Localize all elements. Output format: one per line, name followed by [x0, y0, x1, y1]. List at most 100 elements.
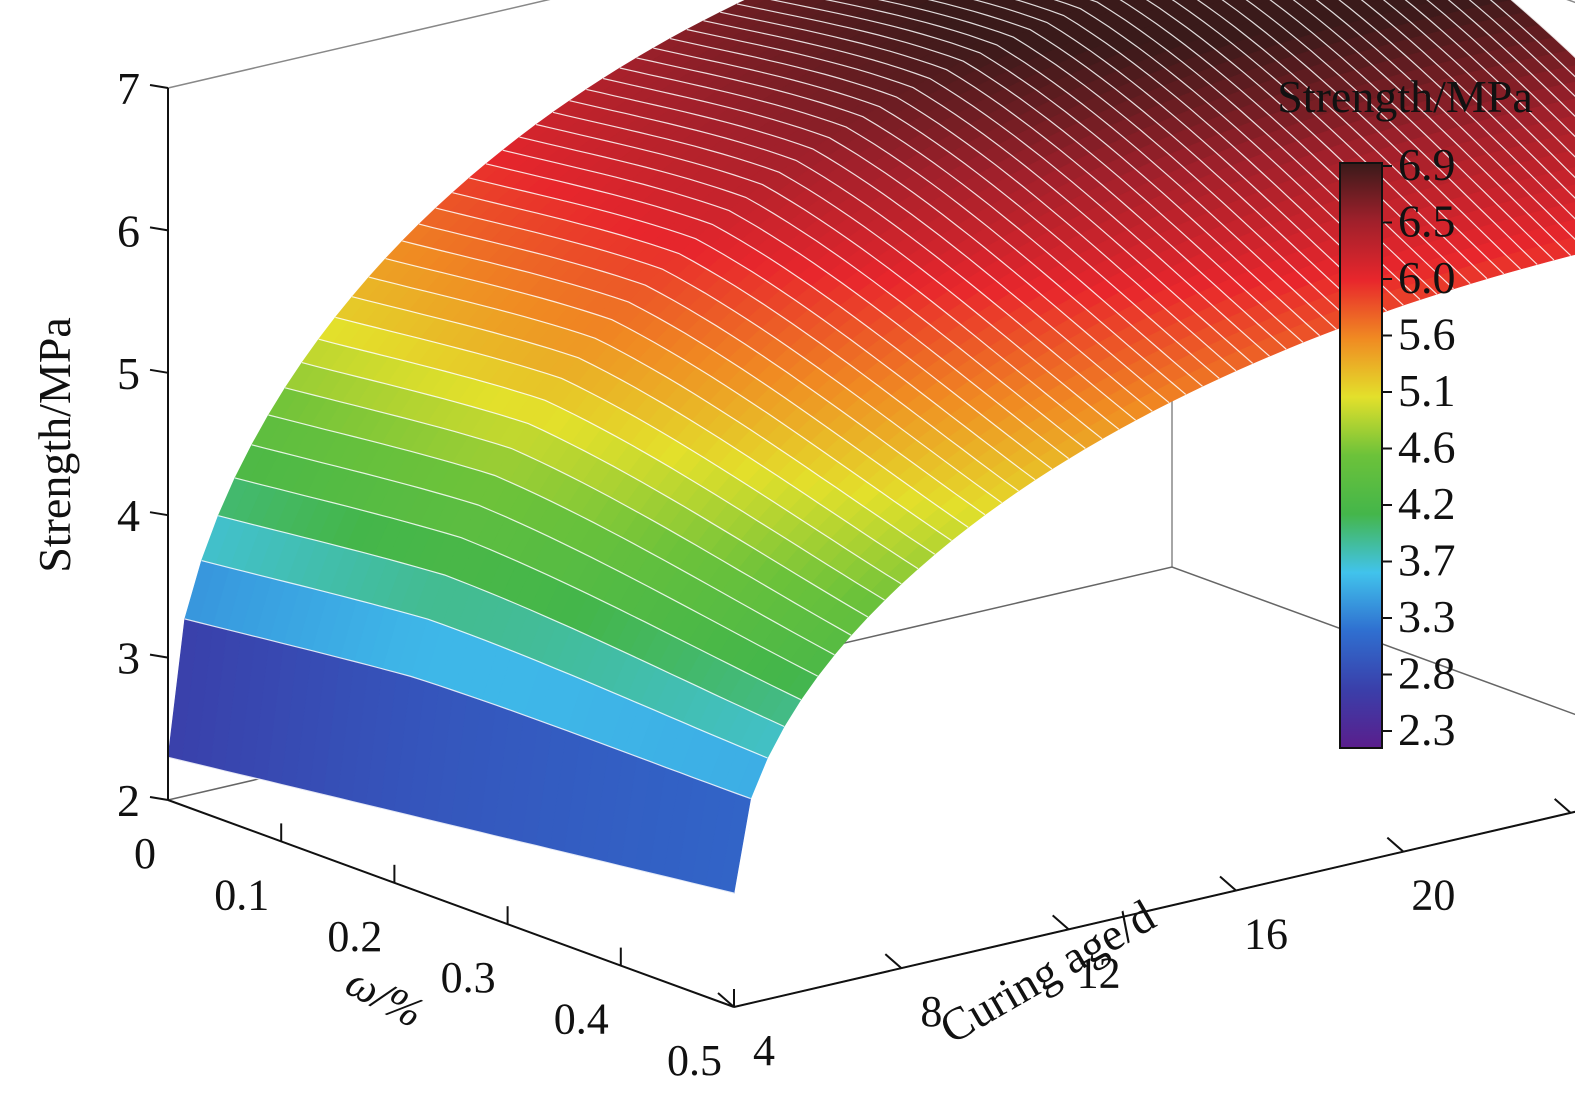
colorbar-title: Strength/MPa [1277, 71, 1533, 122]
x-tick-label: 0.5 [667, 1036, 722, 1085]
y-tick-mark [1219, 875, 1237, 892]
surface-mesh-line [184, 618, 751, 800]
z-tick-label: 2 [117, 775, 140, 826]
surface-mesh-line [284, 387, 852, 636]
colorbar-label: 3.3 [1398, 591, 1456, 642]
y-tick-label: 4 [753, 1026, 775, 1075]
y-axis-ticks: 481216202428 [717, 798, 1572, 1075]
y-tick-mark [1052, 914, 1070, 931]
surface-mesh-line [1196, 0, 1505, 275]
surface-mesh-line [1221, 0, 1521, 270]
x-axis-line [167, 799, 735, 1008]
colorbar-label: 5.6 [1398, 309, 1456, 360]
colorbar-label: 2.8 [1398, 648, 1456, 699]
surface-mesh-line [569, 100, 1136, 421]
z-tick-label: 7 [117, 63, 140, 114]
surface-mesh-line [877, 0, 1354, 324]
surface-mesh-line [1382, 0, 1575, 179]
surface-mesh-line [770, 0, 1321, 337]
y-tick-mark [1554, 798, 1572, 814]
surface-mesh-line [552, 111, 1120, 430]
surface-mesh-line [469, 177, 1036, 481]
surface-mesh-line [502, 149, 1070, 460]
x-tick-label: 0.3 [441, 953, 496, 1002]
surface-mesh-line [167, 756, 735, 894]
surface-mesh-line [201, 560, 768, 759]
surface-mesh-line [720, 11, 1287, 350]
surface-mesh-line [602, 77, 1170, 404]
colorbar-label: 3.7 [1398, 535, 1456, 586]
z-tick-label: 4 [117, 490, 140, 541]
surface-mesh-line [251, 444, 818, 677]
surface-mesh-line [435, 207, 1003, 504]
surface-mesh-line [1053, 0, 1421, 301]
surface-mesh-line [368, 276, 936, 555]
surface-mesh-line [268, 414, 835, 656]
colorbar-label: 6.5 [1398, 196, 1456, 247]
colorbar-labels: 6.9 6.56.0 5.65.1 4.64.2 3.73.3 2.82.3 [1382, 139, 1456, 755]
surface-mesh-line [1269, 0, 1555, 261]
surface-mesh-line [335, 316, 902, 585]
surface-mesh-line [1292, 0, 1572, 257]
surface-mesh-line [1404, 0, 1575, 158]
colorbar-label: 6.9 [1398, 139, 1456, 190]
back-top-edge [167, 0, 1575, 89]
colorbar-label: 4.2 [1398, 478, 1456, 529]
surface-mesh-line [1315, 0, 1575, 241]
x-tick-label: 0.4 [554, 995, 609, 1044]
surface-mesh-line [824, 0, 1337, 330]
y-tick-mark [884, 953, 902, 969]
z-tick-mark [149, 796, 169, 801]
x-tick-label: 0 [134, 829, 156, 878]
surface-mesh-line [452, 192, 1019, 492]
z-tick-label: 5 [117, 348, 140, 399]
surface-mesh-line [1338, 0, 1575, 220]
surface-plot [167, 0, 1575, 894]
colorbar-label: 2.3 [1398, 704, 1456, 755]
surface-mesh-line [736, 3, 1304, 343]
z-tick-mark [149, 653, 169, 659]
colorbar-label: 6.0 [1398, 252, 1456, 303]
surface-mesh-line [619, 67, 1187, 395]
surface-mesh-line [973, 0, 1388, 312]
colorbar: Strength/MPa 6.9 6.56.0 5.65.1 4.64.2 3.73.3… [1277, 71, 1533, 755]
surface-mesh-line [402, 240, 969, 528]
colorbar-gradient [1339, 162, 1383, 749]
surface-mesh-line [1360, 0, 1575, 199]
surface-mesh-line [385, 258, 952, 541]
z-tick-mark [149, 84, 169, 89]
surface-mesh-line [703, 20, 1270, 357]
z-tick-mark [149, 511, 169, 517]
surface-mesh-line [535, 123, 1103, 440]
y-tick-mark [717, 992, 735, 1008]
y-tick-label: 16 [1244, 910, 1288, 959]
surface-mesh-line [318, 338, 885, 601]
surface-mesh-line [1171, 0, 1488, 280]
colorbar-label: 4.6 [1398, 422, 1456, 473]
z-tick-label: 3 [117, 633, 140, 684]
surface-mesh-line [418, 223, 986, 516]
surface-mesh-line [686, 28, 1254, 364]
x-axis-ticks: 0 0.1 0.2 0.3 0.4 0.5 [134, 782, 735, 1085]
y-axis-title: Curing age/d [931, 890, 1163, 1054]
surface-mesh-line [301, 362, 869, 618]
z-tick-label: 6 [117, 205, 140, 256]
surface-mesh-line [1245, 0, 1538, 265]
surface-mesh-line [234, 477, 802, 701]
surface-mesh-line [586, 88, 1153, 412]
surface-mesh-line [669, 38, 1237, 372]
y-tick-mark [1386, 836, 1404, 853]
surface-mesh-line [1014, 0, 1404, 306]
x-tick-label: 0.2 [327, 912, 382, 961]
surface-mesh-line [218, 515, 785, 728]
z-axis-ticks: 2 3 4 5 6 7 [117, 63, 169, 826]
x-tick-label: 0.1 [214, 870, 269, 919]
surface-mesh-line [653, 47, 1220, 379]
z-tick-mark [149, 368, 169, 374]
z-axis-title: Strength/MPa [29, 317, 80, 573]
z-tick-mark [149, 226, 169, 232]
y-tick-label: 12 [1077, 948, 1121, 997]
surface-mesh-line [519, 136, 1086, 449]
x-axis-title: ω/% [338, 957, 432, 1038]
